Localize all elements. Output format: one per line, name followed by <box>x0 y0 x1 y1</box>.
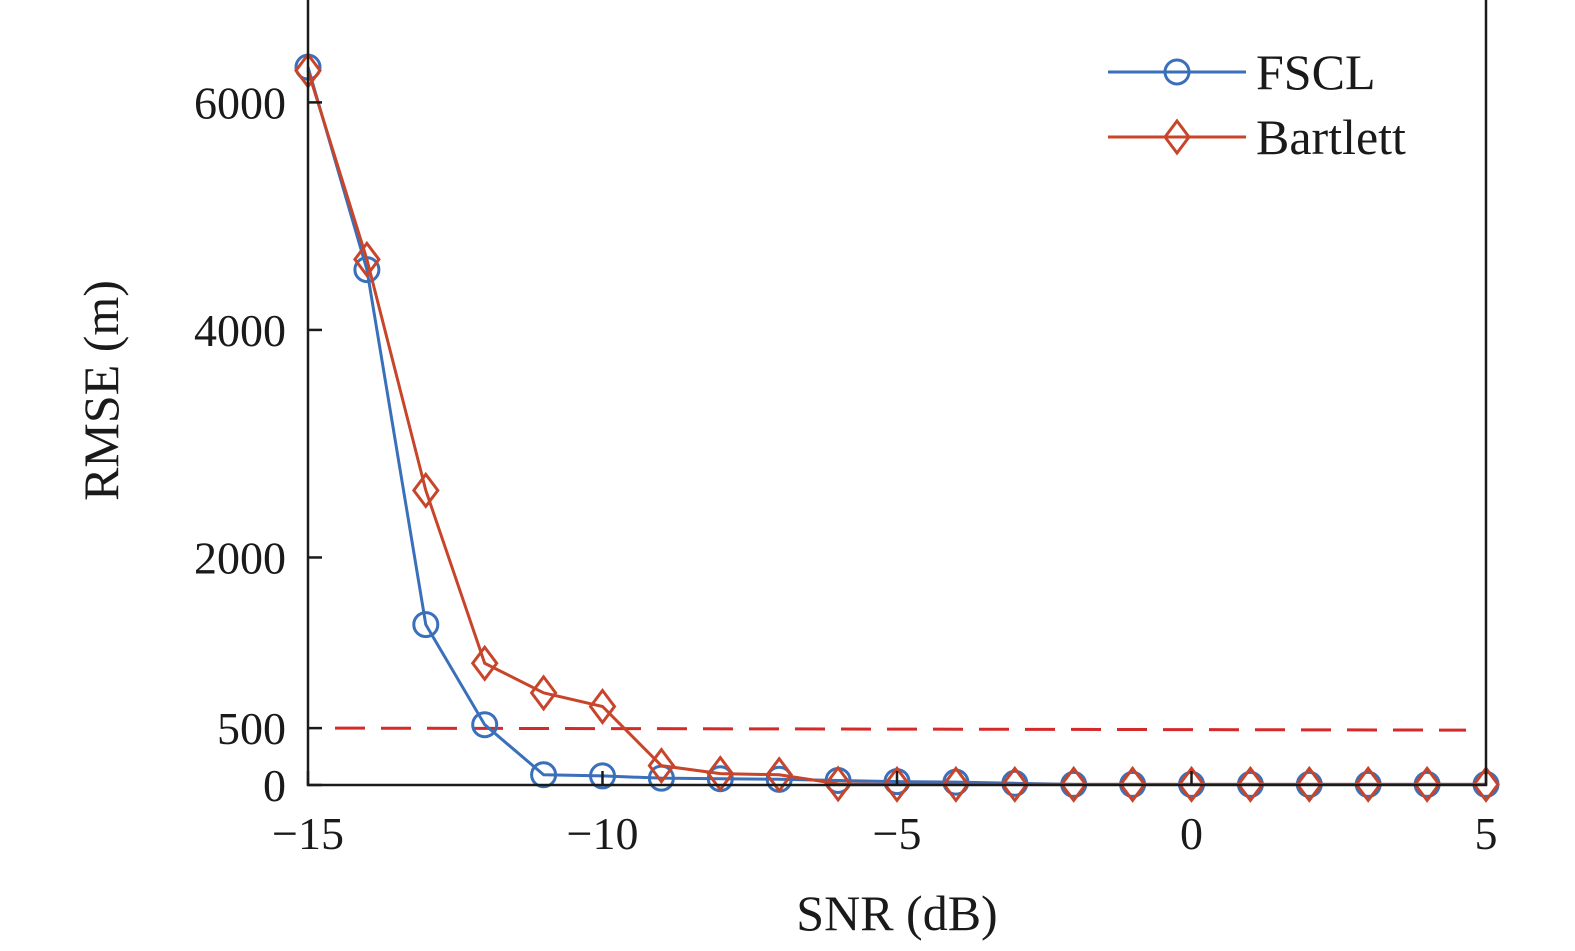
legend-item-fscl: FSCL <box>1108 44 1376 100</box>
x-tick-label: −15 <box>272 808 344 859</box>
data-point-bartlett-5 <box>588 688 617 725</box>
data-point-bartlett-14 <box>1118 765 1147 803</box>
x-tick-label: 5 <box>1475 808 1498 859</box>
y-tick-label: 6000 <box>194 77 286 128</box>
data-point-bartlett-20 <box>1472 765 1500 803</box>
data-point-bartlett-17 <box>1295 765 1324 803</box>
legend-label: FSCL <box>1256 44 1376 100</box>
data-point-bartlett-4 <box>529 674 558 712</box>
data-point-bartlett-12 <box>1000 765 1029 803</box>
reference-line-layer <box>334 726 1467 732</box>
x-tick-label: −5 <box>873 808 922 859</box>
y-tick-label: 0 <box>263 760 286 811</box>
data-point-bartlett-11 <box>942 765 970 803</box>
data-point-bartlett-9 <box>824 765 852 803</box>
series-layer <box>294 52 1500 803</box>
y-tick-label: 4000 <box>194 305 286 356</box>
y-tick-label: 500 <box>217 703 286 754</box>
y-tick-label: 2000 <box>194 532 286 583</box>
data-point-fscl-5 <box>589 762 616 790</box>
data-point-bartlett-15 <box>1177 765 1206 803</box>
y-axis-ticks: 0 500 2000 4000 6000 <box>194 77 322 811</box>
reference-line-500 <box>334 726 1467 732</box>
legend-marker-diamond <box>1163 118 1191 156</box>
data-point-fscl-4 <box>530 761 558 789</box>
legend-item-bartlett: Bartlett <box>1108 109 1406 165</box>
data-point-bartlett-18 <box>1354 765 1383 803</box>
data-point-bartlett-1 <box>353 240 381 278</box>
data-point-bartlett-13 <box>1059 765 1088 803</box>
series-bartlett <box>294 52 1500 803</box>
y-axis-label: RMSE (m) <box>73 280 129 501</box>
data-point-bartlett-16 <box>1236 765 1265 803</box>
data-point-bartlett-10 <box>883 765 911 803</box>
data-point-fscl-2 <box>412 611 440 639</box>
legend-marker-circle <box>1163 58 1191 86</box>
data-point-bartlett-7 <box>706 755 735 793</box>
legend-label: Bartlett <box>1256 109 1406 165</box>
data-point-bartlett-2 <box>411 471 440 509</box>
x-axis-ticks: −15 −10 −5 0 5 <box>272 771 1498 859</box>
x-tick-label: 0 <box>1180 808 1203 859</box>
data-point-bartlett-3 <box>470 644 499 682</box>
data-point-bartlett-8 <box>765 756 794 794</box>
data-point-fscl-3 <box>471 711 499 739</box>
series-fscl <box>294 53 1500 798</box>
x-tick-label: −10 <box>567 808 639 859</box>
legend: FSCL Bartlett <box>1108 44 1406 165</box>
x-axis-label: SNR (dB) <box>796 885 997 941</box>
data-point-bartlett-19 <box>1413 765 1441 803</box>
data-point-bartlett-6 <box>647 747 676 785</box>
